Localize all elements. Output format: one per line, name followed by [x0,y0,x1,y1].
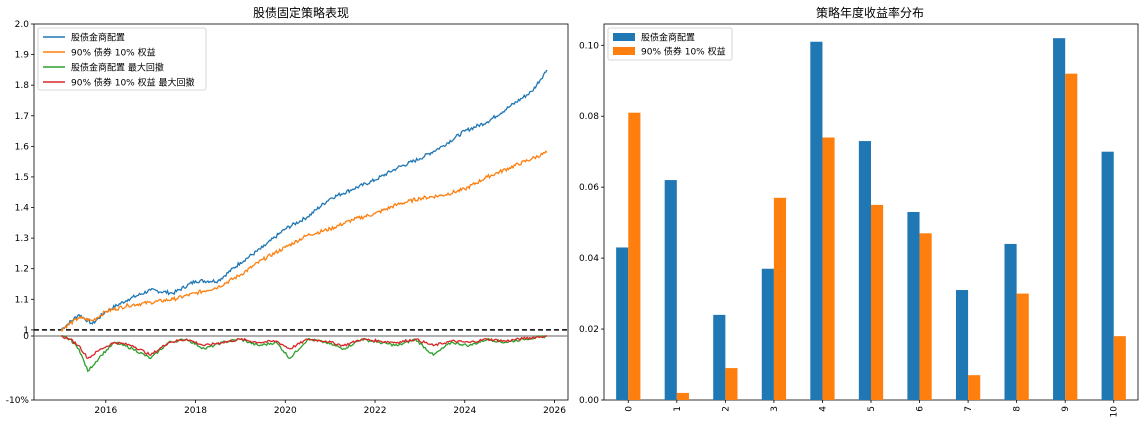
bar-s1-c0 [628,112,641,400]
bar-s0-c1 [664,180,677,400]
legend-entry: 90% 债券 10% 权益 [71,47,156,59]
series-line-1 [60,150,548,332]
left-x-ticks: 2016 2018 2020 2022 2024 2026 [94,400,566,416]
legend-entry: 90% 债券 10% 权益 [641,46,726,58]
left-series-group [60,69,548,373]
x-tick-label: 7 [964,406,974,412]
y-tick-label: 0.02 [579,325,599,335]
y-tick-label: 0 [23,332,29,342]
right-x-ticks: 0 1 2 3 4 5 6 7 8 9 10 [624,400,1120,418]
x-tick-label: 10 [1110,406,1120,418]
x-tick-label: 0 [624,406,634,412]
right-y-ticks: 0.00 0.02 0.04 0.06 0.08 0.10 [579,41,604,406]
bar-s1-c5 [871,204,884,400]
bar-s0-c8 [1004,243,1017,400]
bar-s0-c0 [616,247,629,400]
bar-s0-c5 [858,141,871,400]
left-y-ticks: 1 1.1 1.2 1.3 1.4 1.5 1.6 1.7 1.8 1.9 2.0 0 -10% [6,20,34,406]
bar-s1-c10 [1113,336,1126,400]
x-tick-label: 6 [916,406,926,412]
series-line-0 [60,69,548,331]
x-tick-label: 1 [673,406,683,412]
y-tick-label: 0.00 [579,396,599,406]
y-tick-label: 2.0 [15,20,30,30]
left-reference-lines [34,329,568,337]
y-tick-label: 1.8 [15,81,30,91]
y-tick-label: 1 [23,326,29,336]
bar-s1-c3 [773,197,787,400]
y-tick-label: 1.5 [15,173,29,183]
y-tick-label: 1.4 [15,204,30,214]
left-chart-title: 股债固定策略表现 [253,5,349,20]
series-line-3 [60,335,547,360]
bar-s0-c6 [907,212,920,400]
x-tick-label: 2 [721,406,731,412]
legend-entry: 股债金商配置 最大回撤 [71,62,164,74]
x-tick-label: 2020 [274,406,297,416]
bar-s0-c2 [713,314,726,400]
bar-s1-c9 [1065,73,1078,401]
legend-box [37,27,207,91]
legend-swatch [613,33,635,41]
y-tick-label: 0.06 [579,183,599,193]
right-bars-group [616,38,1126,401]
bar-s1-c6 [919,233,932,400]
bar-s0-c3 [761,268,774,400]
y-tick-label: 0.04 [579,254,599,264]
right-chart: 策略年度收益率分布 0.00 0.02 0.04 0.06 0.08 0.10 0 1 2 3 4… [579,5,1139,418]
y-tick-label: 1.2 [15,265,29,275]
legend-swatch [613,47,635,55]
legend-box [607,27,733,61]
right-legend: 股债金商配置 90% 债券 10% 权益 [607,27,733,61]
y-tick-label: 1.3 [15,234,29,244]
y-tick-label: 1.1 [15,295,29,305]
x-tick-label: 2022 [364,406,387,416]
bar-s0-c9 [1053,38,1066,400]
y-tick-label: 0.10 [579,41,599,51]
x-tick-label: 2018 [184,406,207,416]
x-tick-label: 4 [818,406,828,412]
legend-entry: 股债金商配置 [641,32,695,44]
bar-s0-c10 [1101,151,1114,400]
bar-s1-c2 [725,368,738,400]
y-tick-label: 0.08 [579,112,599,122]
series-line-2 [60,335,547,373]
y-tick-label: -10% [6,396,30,406]
x-tick-label: 2016 [94,406,117,416]
x-tick-label: 2026 [543,406,566,416]
left-chart: 股债固定策略表现 1 1.1 1.2 1.3 1.4 1.5 1.6 1.7 1.8 1.9 2.0… [6,5,569,416]
right-chart-title: 策略年度收益率分布 [816,5,924,20]
x-tick-label: 9 [1061,406,1071,412]
y-tick-label: 1.9 [15,51,30,61]
x-tick-label: 5 [867,406,877,412]
bar-s0-c4 [810,41,823,401]
bar-s1-c1 [676,392,689,400]
y-tick-label: 1.6 [15,142,30,152]
bar-s1-c8 [1016,293,1029,400]
bar-s1-c4 [822,137,835,400]
legend-entry: 股债金商配置 [71,32,125,44]
x-tick-label: 2024 [453,406,476,416]
bar-s0-c7 [955,290,969,400]
y-tick-label: 1.7 [15,112,29,122]
bar-s1-c7 [968,375,981,400]
x-tick-label: 3 [770,406,780,412]
x-tick-label: 8 [1013,406,1023,412]
legend-entry: 90% 债券 10% 权益 最大回撤 [71,77,194,89]
